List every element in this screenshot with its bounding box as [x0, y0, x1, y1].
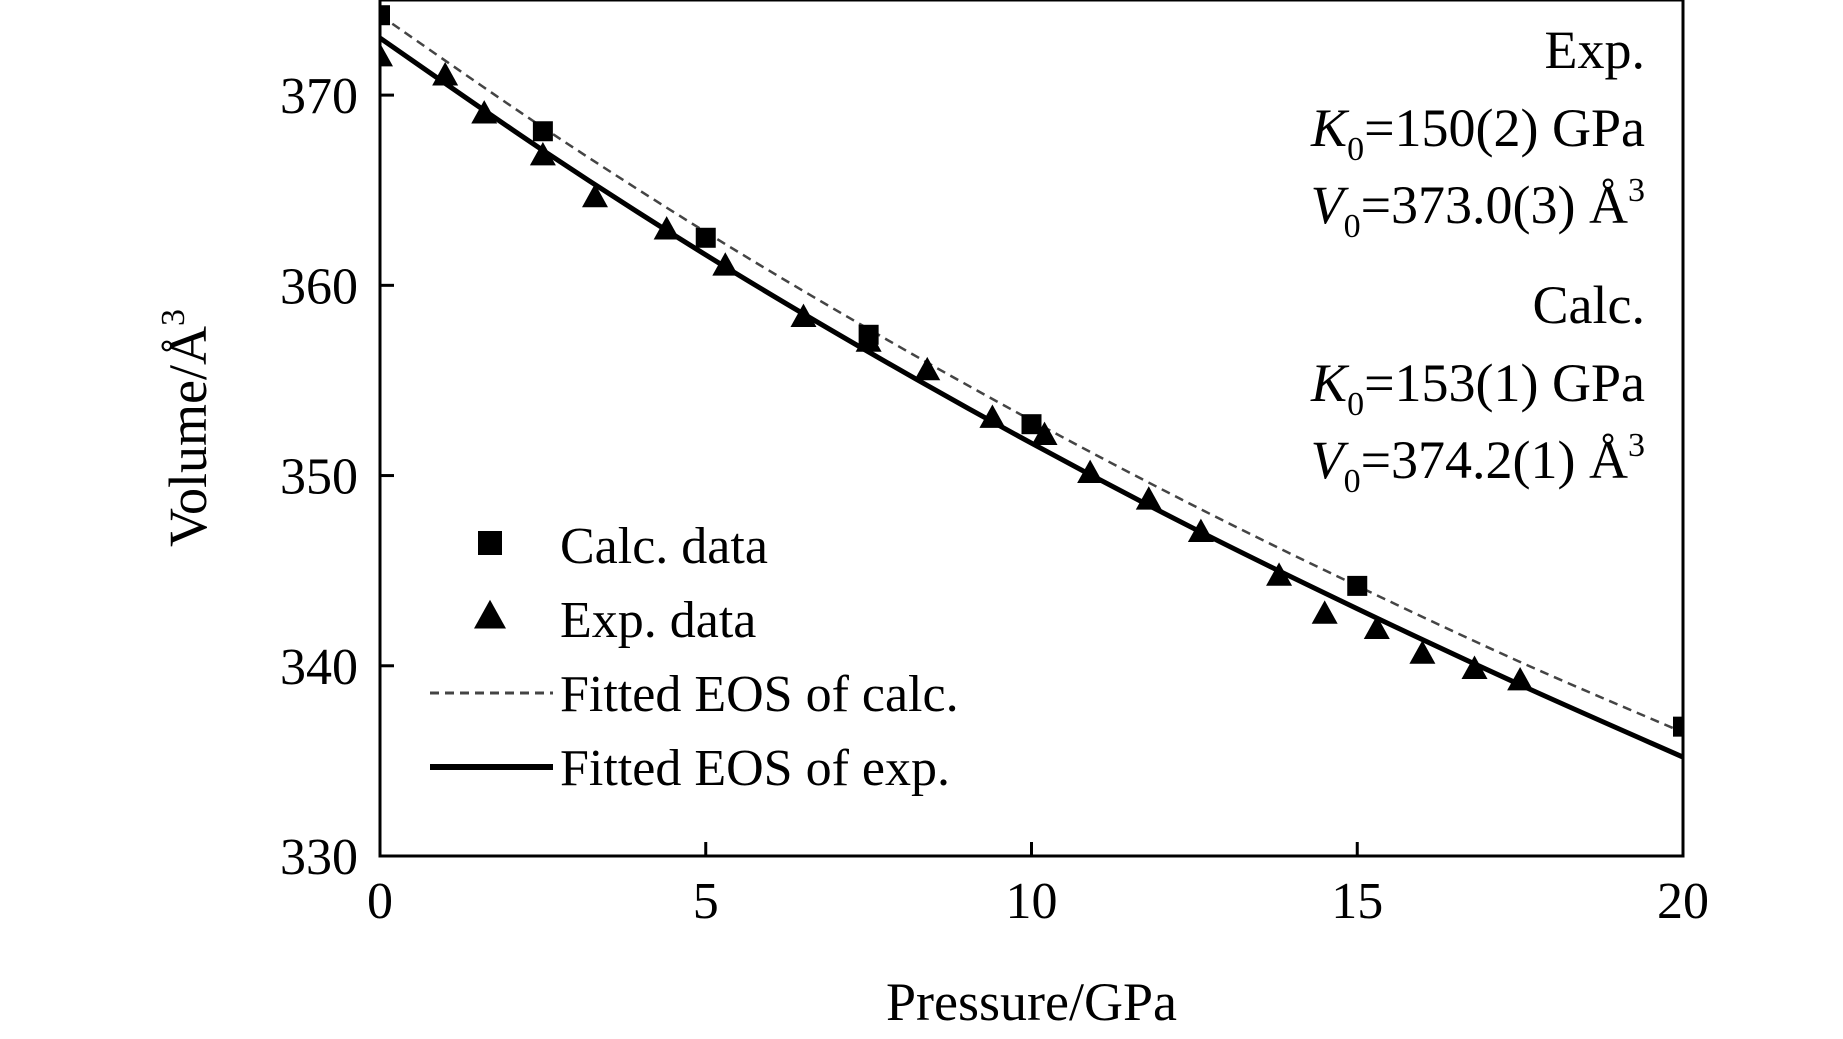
param-superscript: 3	[1628, 172, 1645, 209]
legend-swatch-square	[478, 531, 502, 555]
legend-label: Fitted EOS of calc.	[560, 666, 959, 723]
data-point-triangle	[471, 100, 498, 124]
data-point-triangle	[1031, 421, 1058, 445]
plot-layer	[380, 5, 1683, 760]
annotation-param: K0=150(2) GPa	[1310, 98, 1645, 168]
data-point-square	[380, 5, 390, 26]
y-tick-label: 350	[280, 449, 358, 506]
y-axis-title-base: Volume/Å	[158, 326, 218, 547]
data-point-square	[1347, 575, 1368, 596]
data-point-triangle	[1363, 615, 1390, 639]
param-subscript: 0	[1344, 463, 1361, 500]
param-symbol: K	[1310, 353, 1350, 413]
data-point-square	[695, 227, 716, 248]
y-axis-title-superscript: 3	[155, 309, 192, 326]
data-point-triangle	[1135, 486, 1162, 510]
data-point-square	[1673, 716, 1683, 737]
data-point-triangle	[380, 43, 393, 67]
data-point-triangle	[712, 252, 739, 276]
param-value: =373.0(3) Å	[1361, 175, 1628, 235]
data-point-triangle	[1187, 518, 1214, 542]
x-tick-label: 5	[693, 873, 719, 930]
data-point-triangle	[914, 356, 941, 381]
legend-swatch-triangle	[474, 599, 506, 629]
annotation-heading: Exp.	[1545, 20, 1646, 80]
data-point-triangle	[1311, 600, 1338, 624]
data-point-triangle	[1409, 640, 1436, 664]
y-tick-label: 370	[280, 68, 358, 125]
data-point-triangle	[1077, 459, 1104, 484]
param-subscript: 0	[1344, 208, 1361, 245]
param-subscript: 0	[1347, 131, 1364, 168]
y-axis-title: Volume/Å3	[155, 309, 218, 547]
data-point-square	[532, 121, 553, 142]
x-tick-label: 10	[1006, 873, 1058, 930]
x-tick-label: 20	[1657, 873, 1709, 930]
data-point-triangle	[790, 303, 817, 328]
data-point-triangle	[1507, 666, 1534, 691]
data-point-triangle	[979, 404, 1006, 428]
data-point-triangle	[529, 141, 556, 166]
y-tick-label: 360	[280, 258, 358, 315]
legend: Calc. data Exp. data Fitted EOS of calc. Fi…	[430, 518, 959, 797]
data-point-square	[1021, 414, 1042, 435]
x-tick-label: 15	[1331, 873, 1383, 930]
param-value: =374.2(1) Å	[1361, 430, 1628, 490]
annotation-param: V0=373.0(3) Å3	[1311, 172, 1645, 245]
param-value: =153(1) GPa	[1364, 353, 1645, 413]
param-value: =150(2) GPa	[1364, 98, 1645, 158]
legend-label: Calc. data	[560, 518, 768, 575]
data-point-triangle	[653, 216, 680, 240]
axes-layer: 0 5 10 15 20330340350360370Pressure/GPaVolum…	[155, 68, 1709, 1032]
x-tick-label: 0	[367, 873, 393, 930]
series-points-triangle	[380, 43, 1534, 691]
legend-label: Exp. data	[560, 592, 756, 649]
param-superscript: 3	[1628, 427, 1645, 464]
data-point-triangle	[855, 328, 882, 352]
param-symbol: V	[1311, 175, 1350, 235]
annotation-heading: Calc.	[1533, 275, 1645, 335]
annotation-param: V0=374.2(1) Å3	[1311, 427, 1645, 500]
param-symbol: K	[1310, 98, 1350, 158]
legend-label: Fitted EOS of exp.	[560, 740, 950, 797]
y-tick-label: 340	[280, 639, 358, 696]
param-symbol: V	[1311, 430, 1350, 490]
series-line-exp	[380, 35, 1683, 760]
param-subscript: 0	[1347, 386, 1364, 423]
annotation-param: K0=153(1) GPa	[1310, 353, 1645, 423]
data-point-triangle	[581, 183, 608, 208]
x-axis-title: Pressure/GPa	[886, 972, 1177, 1032]
y-tick-label: 330	[280, 829, 358, 886]
data-point-triangle	[432, 62, 459, 86]
data-point-triangle	[1266, 562, 1293, 586]
data-point-triangle	[1461, 655, 1488, 679]
